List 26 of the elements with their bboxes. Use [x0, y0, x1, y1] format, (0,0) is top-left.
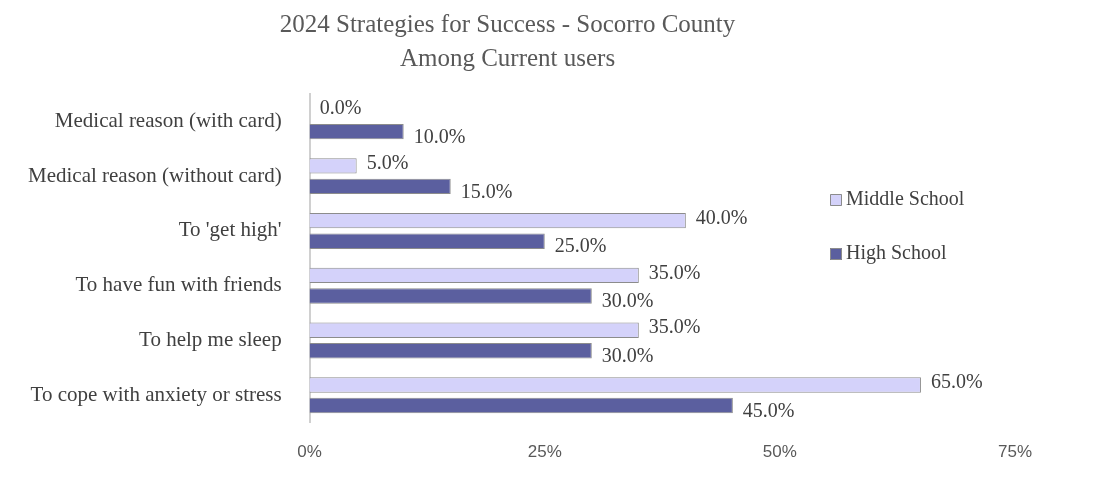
x-tick-label: 50% [762, 442, 797, 462]
y-tick-label: To help me sleep [139, 326, 282, 351]
y-tick-label: Medical reason (with card) [54, 107, 282, 132]
data-label: 40.0% [695, 205, 748, 228]
y-tick-label: Medical reason (without card) [27, 162, 282, 187]
data-label: 35.0% [648, 315, 701, 338]
data-label: 15.0% [460, 179, 513, 202]
chart-title: 2024 Strategies for Success - Socorro County [279, 9, 736, 37]
data-label: 65.0% [930, 370, 983, 393]
y-tick-label: To have fun with friends [75, 272, 282, 297]
data-label: 45.0% [742, 398, 795, 421]
chart-subtitle: Among Current users [399, 43, 616, 71]
data-label: 25.0% [554, 234, 607, 257]
data-label: 0.0% [319, 96, 362, 119]
x-tick-label: 0% [297, 442, 322, 462]
legend-label: Middle School [846, 187, 965, 210]
x-tick-label: 75% [997, 442, 1033, 462]
data-label: 30.0% [601, 289, 654, 312]
y-tick-label: To cope with anxiety or stress [30, 381, 282, 406]
data-label: 35.0% [648, 260, 701, 283]
data-label: 5.0% [366, 151, 409, 174]
x-tick-label: 25% [527, 442, 562, 462]
y-tick-label: To 'get high' [178, 217, 282, 242]
legend-label: High School [846, 241, 947, 265]
data-label: 10.0% [413, 124, 466, 147]
data-label: 30.0% [601, 343, 654, 366]
